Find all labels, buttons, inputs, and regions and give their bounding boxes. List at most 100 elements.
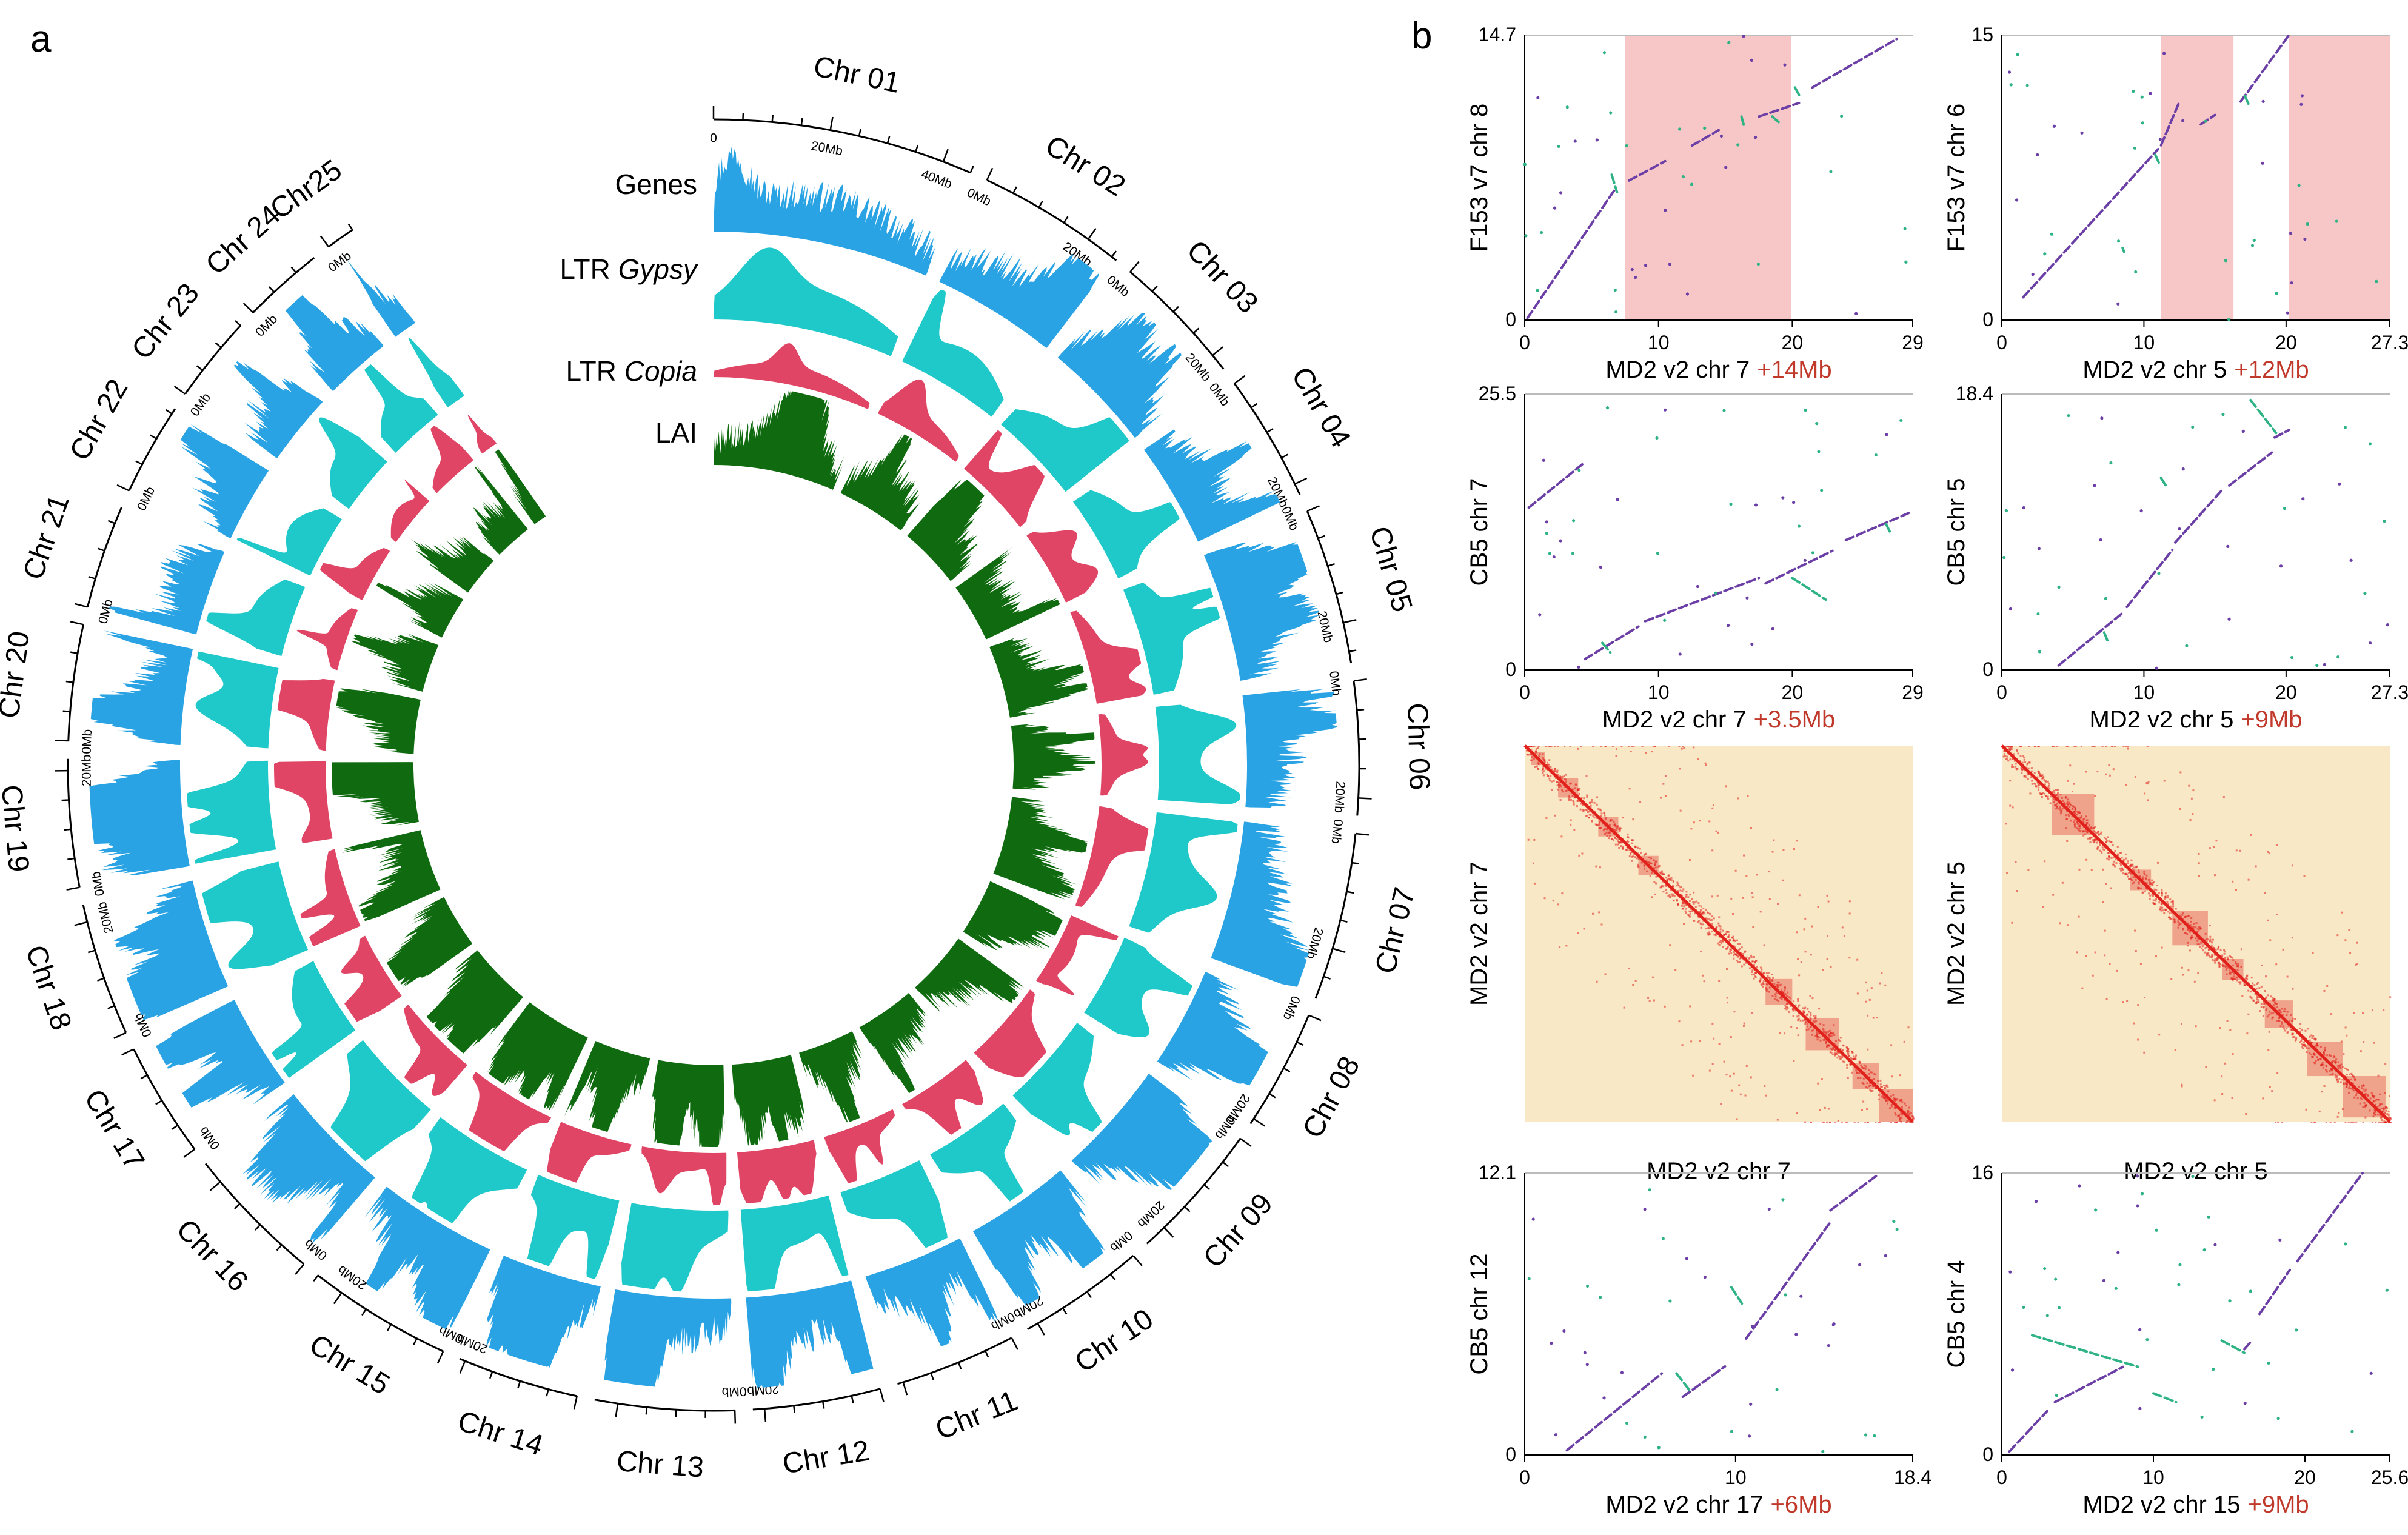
hic-contact: [1737, 943, 1739, 945]
hic-contact: [2319, 1046, 2322, 1049]
hic-contact: [1618, 842, 1620, 844]
hic-contact: [1556, 774, 1558, 776]
hic-contact: [1887, 1086, 1889, 1088]
axis-tick: [97, 547, 105, 552]
hic-contact: [1877, 1080, 1879, 1082]
hic-contact: [1566, 789, 1568, 792]
hic-contact: [2158, 1034, 2161, 1036]
hic-contact: [1697, 758, 1699, 760]
hic-contact: [2387, 1111, 2390, 1113]
hic-contact: [1620, 845, 1622, 848]
hic-contact: [2379, 1114, 2381, 1116]
hic-contact: [1692, 901, 1694, 903]
noise-dot: [2010, 1368, 2015, 1372]
hic-contact: [1718, 925, 1721, 927]
hic-contact: [1689, 1005, 1691, 1008]
hic-contact: [1565, 945, 1568, 947]
hic-contact: [2284, 1010, 2286, 1012]
track-gypsy-area: [527, 1174, 620, 1279]
hic-contact: [2283, 1028, 2286, 1030]
hic-contact: [2092, 974, 2094, 977]
hic-contact: [1571, 795, 1574, 797]
axis-tick: [121, 1048, 135, 1056]
hic-contact: [2273, 998, 2276, 1000]
synteny-segment-reverse: [1730, 1286, 1744, 1305]
hic-contact: [2363, 1102, 2366, 1104]
hic-contact: [2201, 947, 2203, 949]
hic-contact: [1797, 1034, 1799, 1037]
axis-tick-label: 20Mb: [79, 755, 93, 787]
axis-tick: [489, 1371, 493, 1379]
hic-contact: [1639, 848, 1641, 850]
hic-contact: [1761, 983, 1764, 986]
hic-contact: [2028, 761, 2031, 764]
hic-contact: [1681, 902, 1684, 905]
hic-contact: [2108, 764, 2110, 766]
axis-tick: [1349, 649, 1357, 652]
hic-contact: [1677, 885, 1680, 887]
hic-contact: [2082, 830, 2085, 832]
hic-contact: [2306, 1047, 2308, 1049]
noise-dot: [2016, 53, 2019, 56]
hic-contact: [1739, 957, 1742, 959]
hic-contact: [2267, 919, 2269, 921]
track-genes-area: [89, 760, 190, 875]
hic-contact: [2085, 771, 2087, 773]
hic-contact: [2338, 1077, 2341, 1080]
hic-contact: [1673, 900, 1675, 902]
hic-contact: [1564, 746, 1566, 747]
hic-contact: [1620, 746, 1623, 747]
hic-contact: [1685, 895, 1687, 898]
noise-dot: [1536, 289, 1539, 292]
axis-tick: [1172, 306, 1179, 313]
axis-tick: [215, 342, 222, 349]
hic-contact: [2075, 826, 2078, 829]
hic-contact: [2267, 851, 2269, 853]
hic-contact: [2009, 804, 2012, 807]
axis-tick-label: 40Mb: [919, 167, 954, 192]
hic-contact: [1539, 753, 1541, 755]
hic-contact: [2056, 794, 2058, 796]
hic-contact: [2281, 1122, 2284, 1123]
hic-contact: [1577, 789, 1580, 791]
noise-dot: [2149, 92, 2152, 95]
hic-contact: [2006, 872, 2008, 874]
hic-contact: [1727, 946, 1729, 948]
hic-contact: [1526, 753, 1528, 755]
hic-contact: [1562, 791, 1564, 793]
hic-contact: [2027, 767, 2030, 769]
hic-contact: [2142, 876, 2144, 878]
hic-contact: [2196, 943, 2199, 946]
noise-dot: [1750, 642, 1754, 646]
hic-contact: [2137, 1004, 2139, 1006]
noise-dot: [2267, 1361, 2270, 1365]
hic-contact: [2076, 821, 2078, 823]
noise-dot: [2055, 1394, 2058, 1397]
hic-contact: [2317, 1058, 2319, 1061]
hic-contact: [2229, 1029, 2232, 1031]
hic-contact: [2246, 1032, 2249, 1035]
noise-dot: [1753, 135, 1758, 139]
hic-contact: [2290, 1020, 2293, 1022]
track-legend-label: LTR Gypsy: [560, 253, 699, 285]
track-gypsy-area: [187, 760, 276, 864]
hic-contact: [2151, 879, 2153, 881]
hic-contact: [1764, 1085, 1766, 1087]
hic-contact: [2067, 803, 2069, 806]
synteny-segment-reverse: [1791, 577, 1827, 601]
hic-contact: [2065, 746, 2068, 747]
hic-contact: [2329, 1074, 2332, 1076]
hic-contact: [2101, 746, 2104, 747]
hic-contact: [2386, 1107, 2388, 1109]
noise-dot: [1685, 1257, 1689, 1260]
hic-contact: [1766, 988, 1768, 991]
hic-contact: [2085, 955, 2087, 957]
hic-contact: [1643, 864, 1645, 867]
hic-contact: [1742, 897, 1744, 899]
hic-contact: [1791, 1008, 1794, 1011]
hic-contact: [1653, 999, 1655, 1002]
hic-contact: [1590, 814, 1592, 816]
hic-contact: [1559, 775, 1562, 778]
hic-contact: [1679, 809, 1682, 812]
axis-tick: [1132, 1255, 1143, 1266]
